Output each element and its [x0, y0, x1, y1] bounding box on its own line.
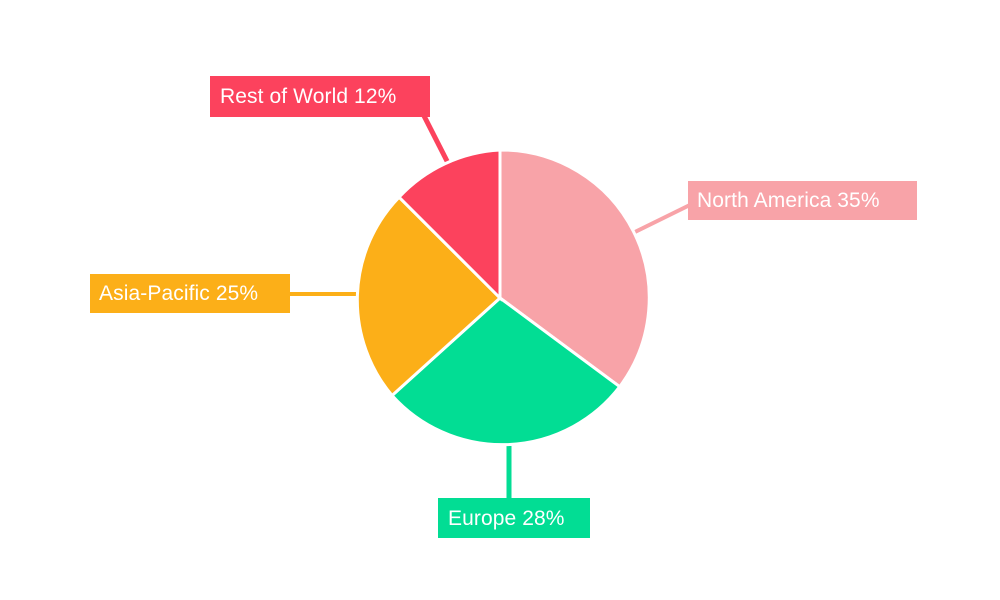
slice-label-asia-pacific-text: Asia-Pacific 25% — [99, 282, 259, 305]
slice-label-europe[interactable]: Europe 28% — [438, 498, 590, 538]
slice-label-north-america-text: North America 35% — [697, 189, 880, 212]
pie-slices — [355, 148, 651, 447]
slice-label-rest-of-world[interactable]: Rest of World 12% — [210, 76, 430, 117]
pie-slice-rest-of-world[interactable] — [397, 148, 502, 302]
slice-label-north-america[interactable]: North America 35% — [688, 181, 917, 220]
slice-label-europe-text: Europe 28% — [448, 506, 565, 530]
pie-slice-europe[interactable] — [389, 296, 622, 447]
pie-slice-asia-pacific[interactable] — [355, 195, 503, 398]
slice-label-rest-of-world-text: Rest of World 12% — [220, 85, 397, 108]
slice-label-asia-pacific[interactable]: Asia-Pacific 25% — [90, 274, 290, 313]
leader-line-rest-of-world — [417, 106, 451, 165]
pie-slice-north-america[interactable] — [498, 148, 651, 389]
